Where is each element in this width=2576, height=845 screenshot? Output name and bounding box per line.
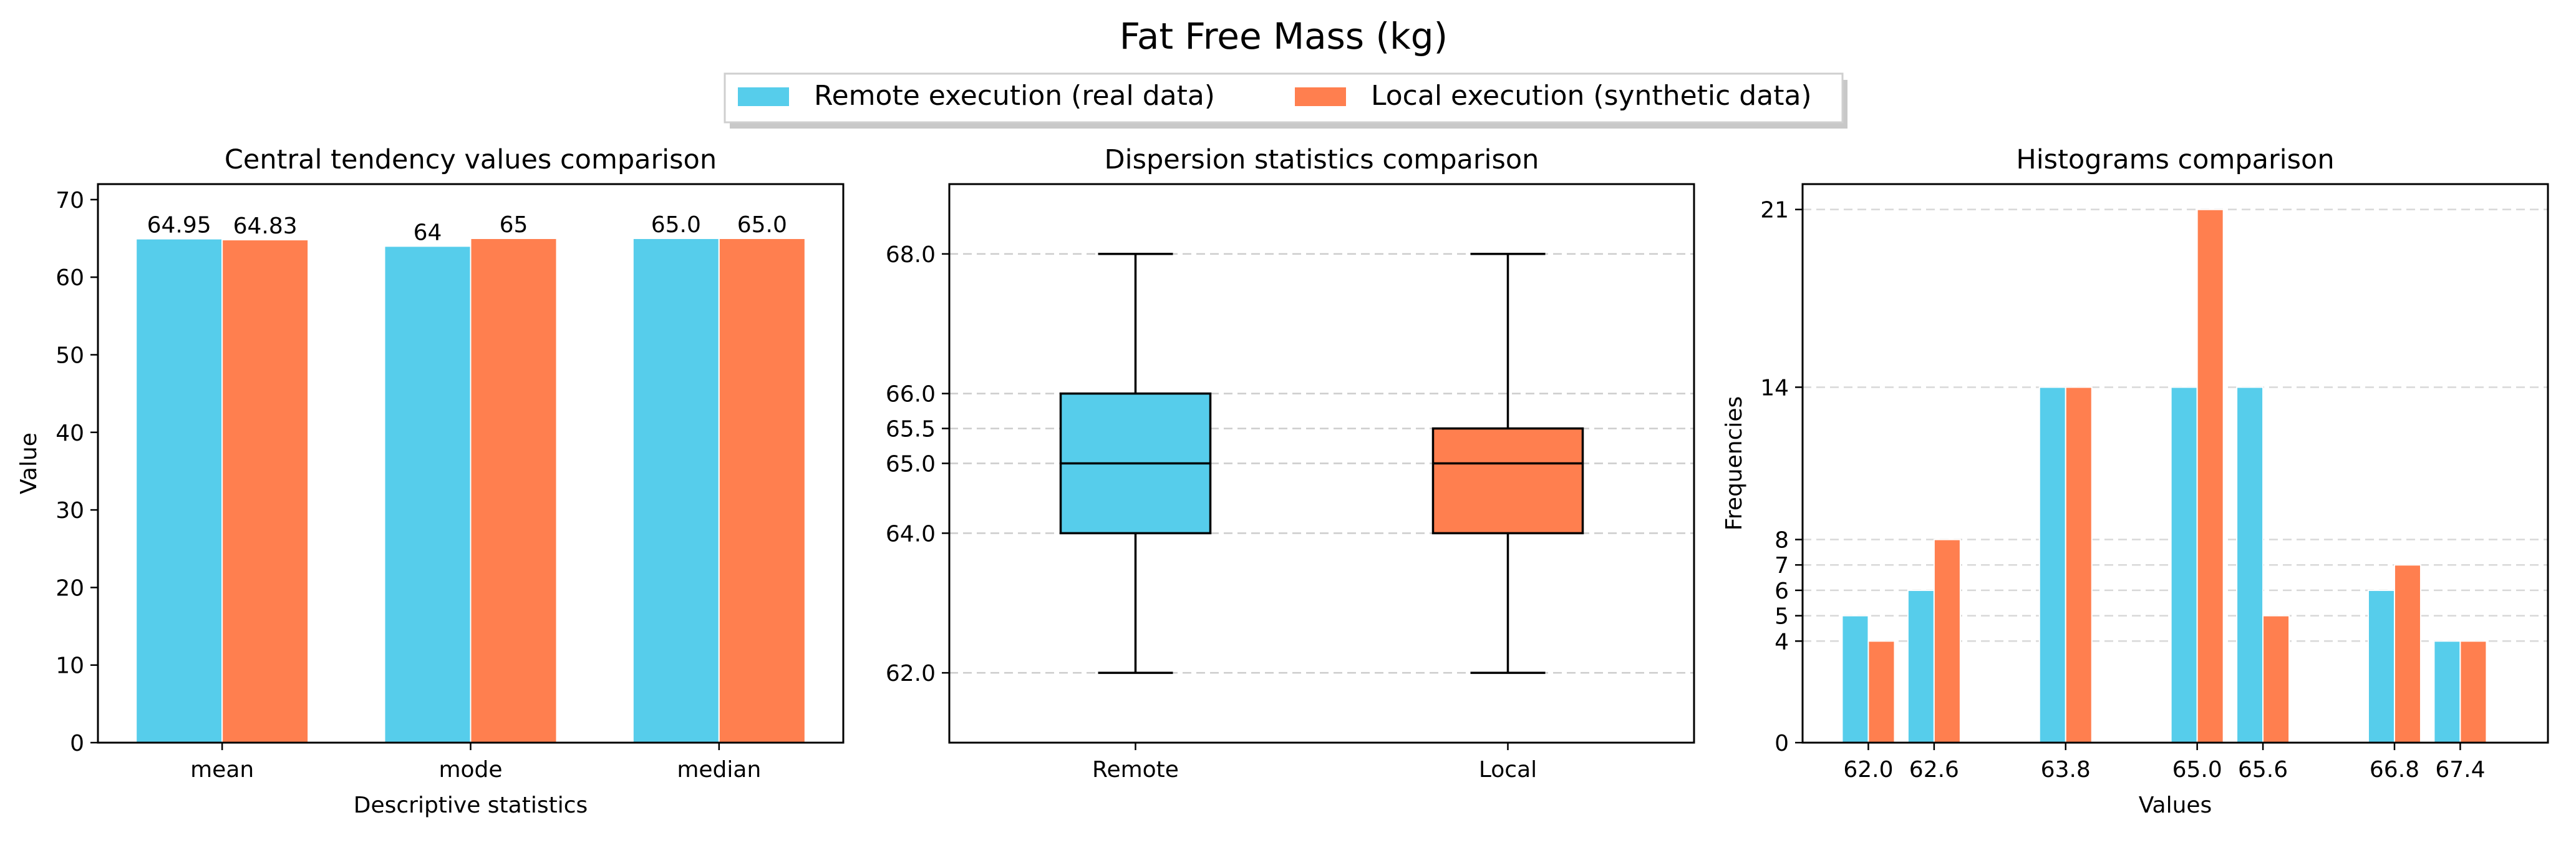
plot-frame xyxy=(1801,183,2549,744)
x-tick-label: 65.6 xyxy=(2238,757,2288,783)
bar-remote xyxy=(1907,589,1935,744)
y-tick-label: 0 xyxy=(70,731,84,756)
plot-frame xyxy=(97,183,845,744)
bar-local xyxy=(2459,640,2487,743)
data-label: 64.95 xyxy=(147,213,211,238)
plot-frame xyxy=(948,183,1695,744)
x-tick-label: Local xyxy=(1479,757,1537,783)
y-tick-label: 60 xyxy=(56,265,84,291)
y-axis-label: Value xyxy=(16,432,42,494)
y-tick-label: 30 xyxy=(56,498,84,524)
y-tick-label: 7 xyxy=(1775,553,1789,579)
data-label: 64 xyxy=(414,220,442,245)
bar-local xyxy=(1867,640,1896,743)
y-tick-label: 65.5 xyxy=(886,417,936,442)
x-tick-label: mode xyxy=(438,757,502,783)
y-tick-label: 20 xyxy=(56,575,84,601)
bar-local xyxy=(2065,386,2093,743)
x-tick-label: 67.4 xyxy=(2435,757,2485,783)
chart-title: Central tendency values comparison xyxy=(225,144,717,175)
y-tick-label: 66.0 xyxy=(886,382,936,408)
data-label: 65.0 xyxy=(737,212,787,238)
bar-remote xyxy=(2038,386,2066,743)
y-tick-label: 65.0 xyxy=(886,452,936,477)
legend-swatch-local xyxy=(1295,87,1346,106)
bar-local xyxy=(718,238,806,743)
y-tick-label: 68.0 xyxy=(886,242,936,268)
bar-remote xyxy=(384,245,472,743)
x-tick-label: 65.0 xyxy=(2172,757,2222,783)
y-tick-label: 50 xyxy=(56,343,84,368)
x-tick-label: 62.0 xyxy=(1843,757,1893,783)
x-tick-label: 62.6 xyxy=(1909,757,1959,783)
legend: Remote execution (real data) Local execu… xyxy=(724,72,1847,129)
y-tick-label: 5 xyxy=(1775,604,1789,630)
bar-local xyxy=(2196,208,2224,743)
data-label: 65 xyxy=(500,212,528,238)
y-tick-label: 40 xyxy=(56,421,84,446)
x-axis-label: Values xyxy=(2139,793,2212,818)
x-axis-label: Descriptive statistics xyxy=(354,793,588,818)
bar-remote xyxy=(1841,615,1869,743)
y-tick-label: 4 xyxy=(1775,629,1789,655)
bar-remote xyxy=(2236,386,2264,743)
data-label: 64.83 xyxy=(233,213,298,239)
x-tick-label: 66.8 xyxy=(2370,757,2419,783)
bar-remote xyxy=(2170,386,2198,743)
x-tick-label: Remote xyxy=(1092,757,1179,783)
y-tick-label: 64.0 xyxy=(886,521,936,547)
y-tick-label: 8 xyxy=(1775,528,1789,554)
dispersion-chart: Dispersion statistics comparison 62.0 64.0… xyxy=(886,144,1695,783)
y-tick-label: 10 xyxy=(56,653,84,679)
chart-title: Dispersion statistics comparison xyxy=(1105,144,1539,175)
bar-remote xyxy=(632,238,720,743)
legend-label-local: Local execution (synthetic data) xyxy=(1371,80,1812,112)
bar-remote xyxy=(2433,640,2461,743)
chart-title: Histograms comparison xyxy=(2016,144,2334,175)
y-tick-label: 14 xyxy=(1760,375,1789,401)
x-tick-label: median xyxy=(677,757,761,783)
x-tick-label: 63.8 xyxy=(2041,757,2091,783)
bar-local xyxy=(470,238,558,743)
bar-local xyxy=(221,239,309,743)
legend-frame xyxy=(724,72,1844,124)
y-tick-label: 6 xyxy=(1775,579,1789,604)
figure-title: Fat Free Mass (kg) xyxy=(1120,15,1448,57)
y-tick-label: 21 xyxy=(1760,198,1789,223)
central-tendency-chart: Central tendency values comparison 0 10 20 3… xyxy=(16,144,845,818)
y-tick-label: 62.0 xyxy=(886,661,936,686)
bar-local xyxy=(2262,615,2290,743)
y-tick-label: 0 xyxy=(1775,731,1789,756)
legend-label-remote: Remote execution (real data) xyxy=(814,80,1215,112)
y-axis-label: Frequencies xyxy=(1721,396,1747,531)
bar-local xyxy=(2393,564,2421,744)
bar-remote xyxy=(2367,589,2395,744)
y-tick-label: 70 xyxy=(56,188,84,213)
legend-swatch-remote xyxy=(738,87,789,106)
data-label: 65.0 xyxy=(651,212,701,238)
x-tick-label: mean xyxy=(190,757,254,783)
bar-remote xyxy=(135,238,223,743)
bar-local xyxy=(1933,539,1961,744)
box-local xyxy=(1431,427,1584,535)
